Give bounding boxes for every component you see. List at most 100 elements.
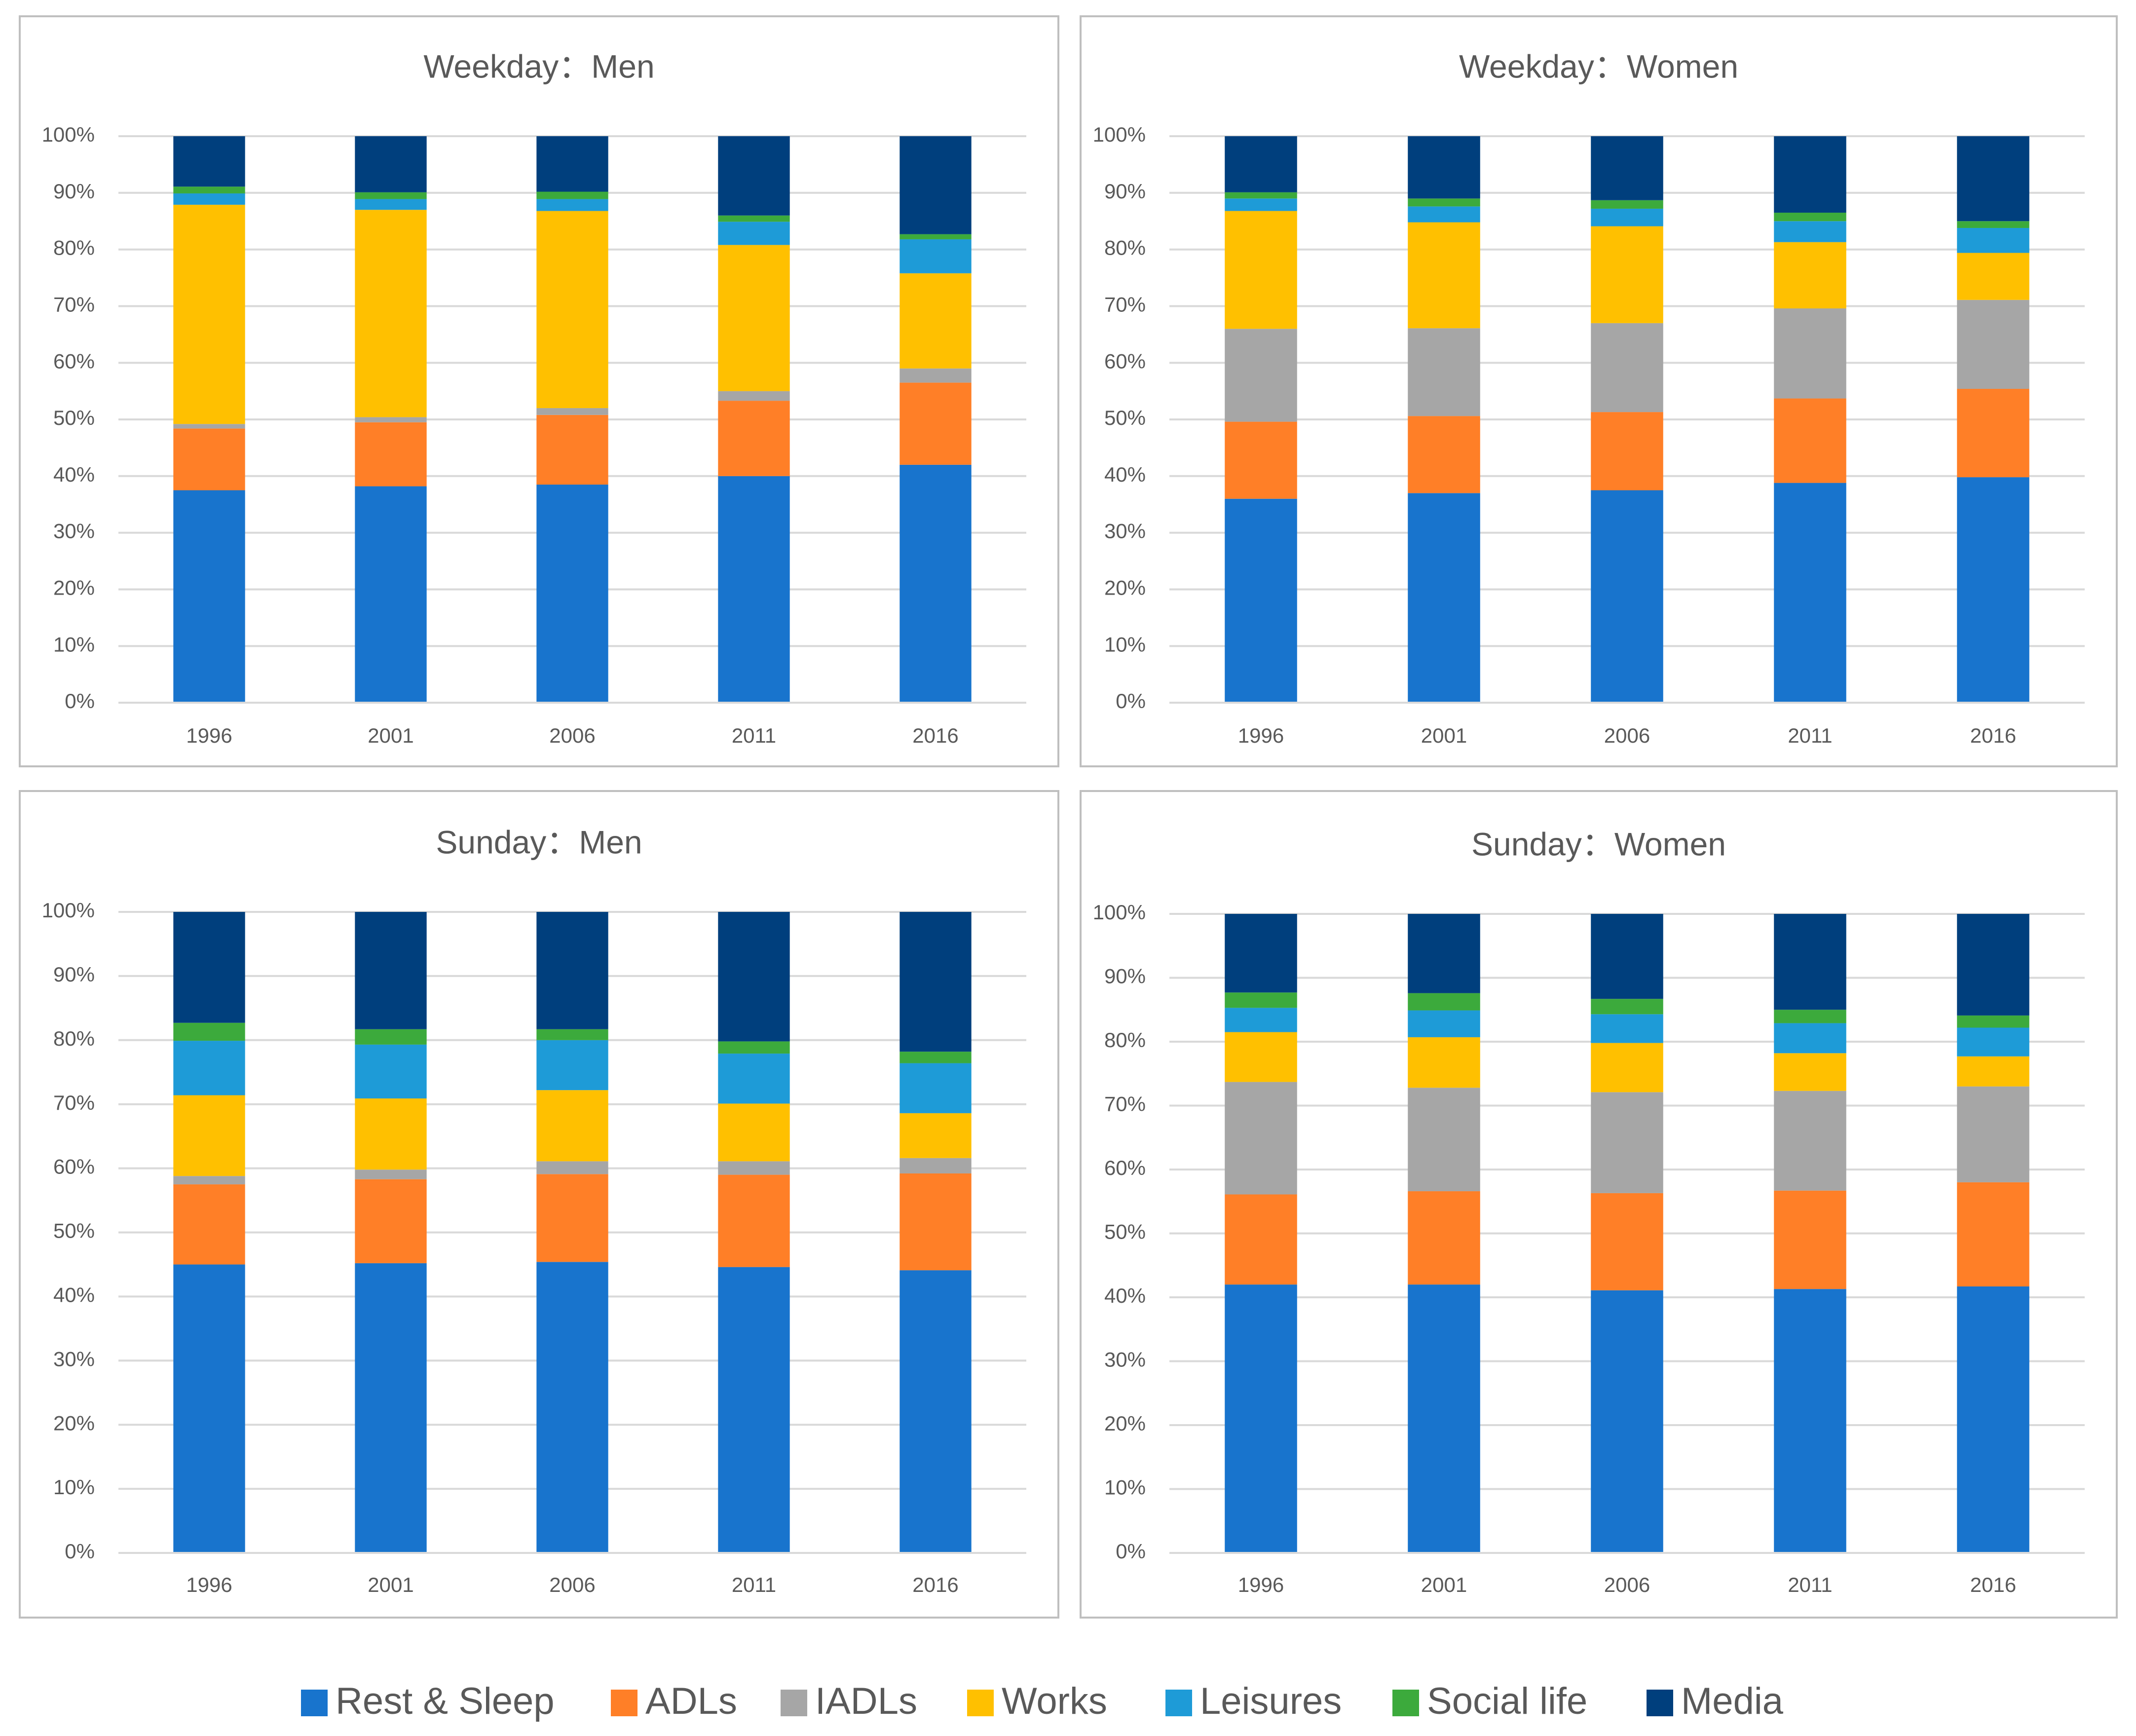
bar-segment-media-1996 xyxy=(173,136,245,187)
bar-segment-media-2001 xyxy=(355,912,427,1029)
bar-segment-adls-2011 xyxy=(718,401,790,476)
y-tick-label: 100% xyxy=(1093,901,1146,924)
bar-segment-social-life-1996 xyxy=(1225,992,1297,1008)
bar-segment-iadls-2001 xyxy=(355,1170,427,1179)
x-tick-label: 2001 xyxy=(1421,724,1467,747)
bar-segment-social-life-2011 xyxy=(1774,1010,1846,1023)
y-tick-label: 30% xyxy=(1104,1348,1146,1371)
bar-segment-rest-sleep-2011 xyxy=(718,476,790,703)
bar-segment-leisures-1996 xyxy=(173,1041,245,1095)
bar-segment-social-life-1996 xyxy=(1225,192,1297,199)
legend-item-iadls: IADLs xyxy=(781,1680,917,1722)
bar-segment-leisures-1996 xyxy=(173,193,245,205)
bar-segment-leisures-2001 xyxy=(1408,206,1480,223)
legend-label: Social life xyxy=(1427,1680,1587,1722)
y-tick-label: 70% xyxy=(1104,293,1146,316)
y-tick-label: 70% xyxy=(1104,1093,1146,1116)
bar-segment-leisures-2011 xyxy=(718,222,790,245)
x-tick-label: 2006 xyxy=(549,724,595,747)
bar-segment-iadls-2016 xyxy=(899,1158,972,1173)
bar-segment-social-life-2001 xyxy=(1408,198,1480,207)
bar-segment-iadls-2016 xyxy=(1957,300,2029,389)
bar-segment-iadls-1996 xyxy=(1225,1082,1297,1195)
x-tick-label: 2011 xyxy=(1788,1573,1832,1596)
y-tick-label: 70% xyxy=(53,293,95,316)
bar-segment-adls-2011 xyxy=(718,1174,790,1267)
y-tick-label: 30% xyxy=(1104,520,1146,543)
y-tick-label: 60% xyxy=(1104,349,1146,373)
y-tick-label: 80% xyxy=(53,1027,95,1050)
x-tick-label: 2011 xyxy=(732,724,776,747)
bar-segment-media-2016 xyxy=(899,136,972,234)
bar-segment-rest-sleep-1996 xyxy=(173,1264,245,1553)
bar-segment-works-1996 xyxy=(1225,211,1297,329)
chart-title: Weekday：Men xyxy=(423,48,654,84)
bar-segment-media-2011 xyxy=(1774,136,1846,213)
bar-segment-rest-sleep-2006 xyxy=(536,485,608,703)
bar-segment-social-life-2016 xyxy=(1957,221,2029,228)
bar-segment-adls-2016 xyxy=(899,1173,972,1271)
bar-segment-adls-2011 xyxy=(1774,398,1846,483)
bar-segment-adls-1996 xyxy=(1225,421,1297,499)
y-tick-label: 90% xyxy=(53,180,95,203)
bar-segment-social-life-2006 xyxy=(536,1029,608,1040)
bar-segment-works-2001 xyxy=(355,1098,427,1170)
bar-segment-social-life-2011 xyxy=(1774,212,1846,222)
x-tick-label: 2011 xyxy=(1788,724,1832,747)
y-tick-label: 20% xyxy=(53,576,95,599)
bar-segment-works-2016 xyxy=(899,273,972,369)
x-tick-label: 2011 xyxy=(732,1573,776,1596)
bar-segment-works-2016 xyxy=(1957,1056,2029,1087)
bar-segment-works-2006 xyxy=(536,1090,608,1162)
bar-segment-rest-sleep-2016 xyxy=(1957,477,2029,703)
bar-segment-rest-sleep-2011 xyxy=(718,1267,790,1553)
bar-segment-social-life-2006 xyxy=(1591,999,1663,1015)
bar-segment-rest-sleep-2011 xyxy=(1774,1289,1846,1553)
bar-segment-media-2006 xyxy=(1591,914,1663,999)
bar-segment-adls-2006 xyxy=(1591,1193,1663,1290)
bar-segment-media-2001 xyxy=(1408,136,1480,199)
bar-segment-social-life-2001 xyxy=(355,192,427,199)
bar-segment-media-2011 xyxy=(1774,914,1846,1010)
legend-swatch xyxy=(1392,1690,1419,1716)
bar-segment-works-2011 xyxy=(1774,242,1846,308)
bar-segment-social-life-2006 xyxy=(1591,200,1663,209)
y-tick-label: 20% xyxy=(53,1411,95,1434)
bar-segment-media-2016 xyxy=(899,912,972,1052)
bar-segment-works-2011 xyxy=(718,1103,790,1162)
y-tick-label: 30% xyxy=(53,1347,95,1370)
bar-segment-social-life-2016 xyxy=(1957,1015,2029,1028)
bar-segment-iadls-2011 xyxy=(718,1161,790,1175)
y-tick-label: 80% xyxy=(1104,1028,1146,1052)
bar-segment-leisures-1996 xyxy=(1225,1008,1297,1032)
y-tick-label: 10% xyxy=(1104,633,1146,656)
x-tick-label: 2006 xyxy=(549,1573,595,1596)
legend-label: Leisures xyxy=(1200,1680,1342,1722)
y-tick-label: 10% xyxy=(53,1475,95,1499)
bar-segment-iadls-1996 xyxy=(173,424,245,429)
legend-item-works: Works xyxy=(967,1680,1107,1722)
bar-segment-iadls-2016 xyxy=(1957,1086,2029,1182)
bar-segment-social-life-2006 xyxy=(536,191,608,199)
bar-segment-leisures-2016 xyxy=(1957,1027,2029,1057)
y-tick-label: 0% xyxy=(1116,689,1146,713)
bar-segment-media-2011 xyxy=(718,912,790,1042)
bar-segment-works-1996 xyxy=(1225,1032,1297,1082)
bar-segment-rest-sleep-2006 xyxy=(1591,490,1663,703)
bar-segment-media-2011 xyxy=(718,136,790,216)
legend-swatch xyxy=(1647,1690,1673,1716)
bar-segment-adls-2016 xyxy=(899,382,972,465)
y-tick-label: 0% xyxy=(65,1540,95,1563)
y-tick-label: 70% xyxy=(53,1091,95,1114)
legend-item-social-life: Social life xyxy=(1392,1680,1587,1722)
y-tick-label: 10% xyxy=(53,633,95,656)
chart-panel-weekday-men: Weekday：Men 0% 10% 20% 30% 40% 50% 60% 70% 80% 90%… xyxy=(19,15,1059,767)
bar-segment-works-2001 xyxy=(1408,222,1480,329)
bar-segment-adls-2011 xyxy=(1774,1190,1846,1289)
bar-segment-rest-sleep-2001 xyxy=(1408,493,1480,703)
bar-segment-iadls-2006 xyxy=(536,408,608,415)
chart-title: Sunday：Men xyxy=(436,824,642,860)
legend-swatch xyxy=(967,1690,994,1716)
legend-label: Works xyxy=(1002,1680,1107,1722)
bar-segment-iadls-2006 xyxy=(1591,1092,1663,1193)
